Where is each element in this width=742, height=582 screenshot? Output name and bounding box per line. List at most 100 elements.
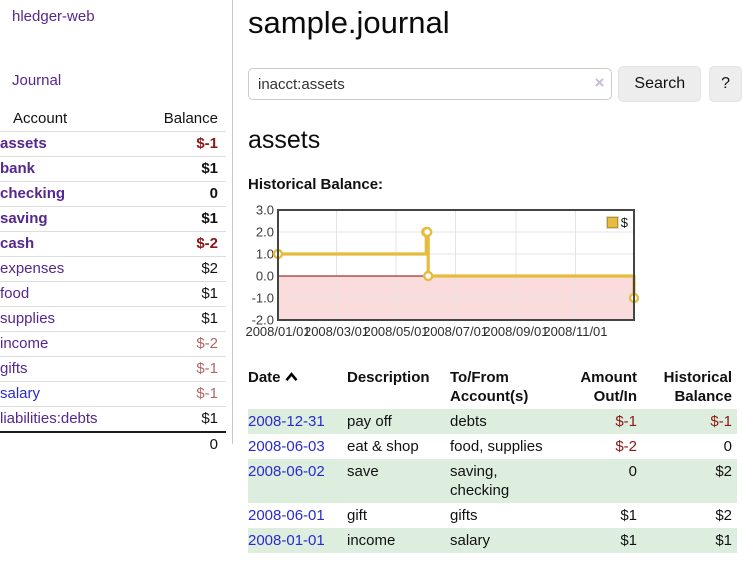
account-row: expenses $2 <box>0 256 226 282</box>
page-title: sample.journal <box>248 5 450 40</box>
transaction-balance: 0 <box>723 438 732 455</box>
balance-column-header: Balance <box>163 110 218 127</box>
account-row: liabilities:debts $1 <box>0 406 226 433</box>
sidebar-item-journal[interactable]: Journal <box>12 72 62 89</box>
main-content: sample.journal × Search ? assets Histori… <box>245 0 742 553</box>
transaction-accounts: saving, checking <box>450 463 510 499</box>
transaction-amount: 0 <box>628 463 637 480</box>
transaction-date-link[interactable]: 2008-12-31 <box>248 413 325 430</box>
account-link-gifts[interactable]: gifts <box>0 360 28 377</box>
accounts-total-value: 0 <box>209 436 218 453</box>
account-row: gifts $-1 <box>0 356 226 382</box>
historical-balance-chart: 3.0 2.0 1.0 0.0 -1.0 -2.0 $ 2008/01/01 2008/03… <box>245 203 742 343</box>
account-link-salary[interactable]: salary <box>0 385 41 402</box>
amount-column-header: Amount Out/In <box>580 369 637 405</box>
balance-column-header: Historical Balance <box>663 369 732 405</box>
y-tick-label: 1.0 <box>255 246 274 262</box>
account-link-food[interactable]: food <box>0 285 30 302</box>
help-button[interactable]: ? <box>709 66 742 102</box>
legend-swatch-icon <box>606 217 618 228</box>
transaction-amount: $-2 <box>615 438 637 455</box>
account-balance: $1 <box>201 310 218 327</box>
account-row: salary $-1 <box>0 381 226 407</box>
account-link-saving[interactable]: saving <box>0 210 48 227</box>
y-tick-label: -1.0 <box>251 290 274 306</box>
transaction-balance: $2 <box>715 463 732 480</box>
transaction-date-link[interactable]: 2008-06-01 <box>248 507 325 524</box>
accounts-total-row: 0 <box>0 432 226 457</box>
chart-plot-area: $ <box>272 209 640 321</box>
account-link-bank[interactable]: bank <box>0 160 36 177</box>
transaction-accounts: food, supplies <box>450 438 543 455</box>
transaction-accounts: gifts <box>450 507 478 524</box>
account-heading: assets <box>248 126 321 154</box>
date-column-header[interactable]: Date <box>248 365 347 409</box>
description-column-header: Description <box>347 369 430 386</box>
transaction-description: income <box>347 532 396 549</box>
transaction-date-link[interactable]: 2008-06-03 <box>248 438 325 455</box>
transaction-description: save <box>347 463 379 480</box>
transaction-balance: $-1 <box>710 413 732 430</box>
legend-label: $ <box>620 215 628 230</box>
transaction-accounts: salary <box>450 532 491 549</box>
transaction-accounts: debts <box>450 413 487 430</box>
chart-title: Historical Balance: <box>248 176 384 193</box>
account-balance: $2 <box>201 260 218 277</box>
search-form: × Search ? <box>248 66 742 102</box>
account-link-expenses[interactable]: expenses <box>0 260 65 277</box>
account-link-assets[interactable]: assets <box>0 135 47 152</box>
account-link-supplies[interactable]: supplies <box>0 310 56 327</box>
x-tick-label: 2008/11/01 <box>543 324 608 339</box>
account-balance: $-2 <box>196 235 218 252</box>
account-row: cash $-2 <box>0 231 226 257</box>
register-row: 2008-06-03 eat & shop food, supplies $-2… <box>248 434 737 459</box>
search-input[interactable] <box>248 68 613 100</box>
register-row: 2008-12-31 pay off debts $-1 $-1 <box>248 409 737 434</box>
y-tick-label: 2.0 <box>255 224 274 240</box>
x-tick-label: 2008/09/01 <box>483 324 549 339</box>
search-button[interactable]: Search <box>618 66 702 102</box>
register-row: 2008-06-01 gift gifts $1 $2 <box>248 503 737 528</box>
account-row: income $-2 <box>0 331 226 357</box>
account-balance: $-1 <box>196 385 218 402</box>
transaction-date-link[interactable]: 2008-01-01 <box>248 532 325 549</box>
transaction-description: gift <box>347 507 368 524</box>
account-balance: $1 <box>201 410 218 427</box>
account-balance: 0 <box>209 185 218 202</box>
account-balance: $-1 <box>196 360 218 377</box>
account-row: supplies $1 <box>0 306 226 332</box>
account-link-income[interactable]: income <box>0 335 49 352</box>
accounts-column-header: To/From Account(s) <box>450 369 529 405</box>
account-row: assets $-1 <box>0 131 226 157</box>
x-tick-label: 2008/01/01 <box>245 324 311 339</box>
account-balance: $1 <box>201 210 218 227</box>
account-tree-table: Account Balance assets $-1 bank $1 check… <box>0 107 226 457</box>
transaction-amount: $1 <box>620 507 637 524</box>
x-tick-label: 2008/03/01 <box>303 324 370 339</box>
transaction-amount: $-1 <box>615 413 637 430</box>
register-row: 2008-06-02 save saving, checking 0 $2 <box>248 459 737 503</box>
account-column-header: Account <box>13 110 68 127</box>
account-link-checking[interactable]: checking <box>0 185 66 202</box>
account-link-liabilities-debts[interactable]: liabilities:debts <box>0 410 98 427</box>
clear-search-icon[interactable]: × <box>594 73 605 92</box>
account-row: saving $1 <box>0 206 226 232</box>
account-row: bank $1 <box>0 156 226 182</box>
transaction-balance: $2 <box>715 507 732 524</box>
account-row: food $1 <box>0 281 226 307</box>
chart-legend: $ <box>604 214 630 231</box>
account-link-cash[interactable]: cash <box>0 235 35 252</box>
account-balance: $1 <box>201 160 218 177</box>
transaction-description: pay off <box>347 413 392 430</box>
y-tick-label: -2.0 <box>251 312 274 328</box>
register-table: Date Description To/From Account(s) Amou… <box>248 365 737 553</box>
account-row: checking 0 <box>0 181 226 207</box>
account-balance: $-2 <box>196 335 218 352</box>
register-header-row: Date Description To/From Account(s) Amou… <box>248 365 737 409</box>
transaction-date-link[interactable]: 2008-06-02 <box>248 463 325 480</box>
register-row: 2008-01-01 income salary $1 $1 <box>248 528 737 553</box>
app-brand-link[interactable]: hledger-web <box>12 8 95 25</box>
transaction-description: eat & shop <box>347 438 419 455</box>
sort-ascending-icon <box>285 368 298 387</box>
y-tick-label: 0.0 <box>255 268 274 284</box>
